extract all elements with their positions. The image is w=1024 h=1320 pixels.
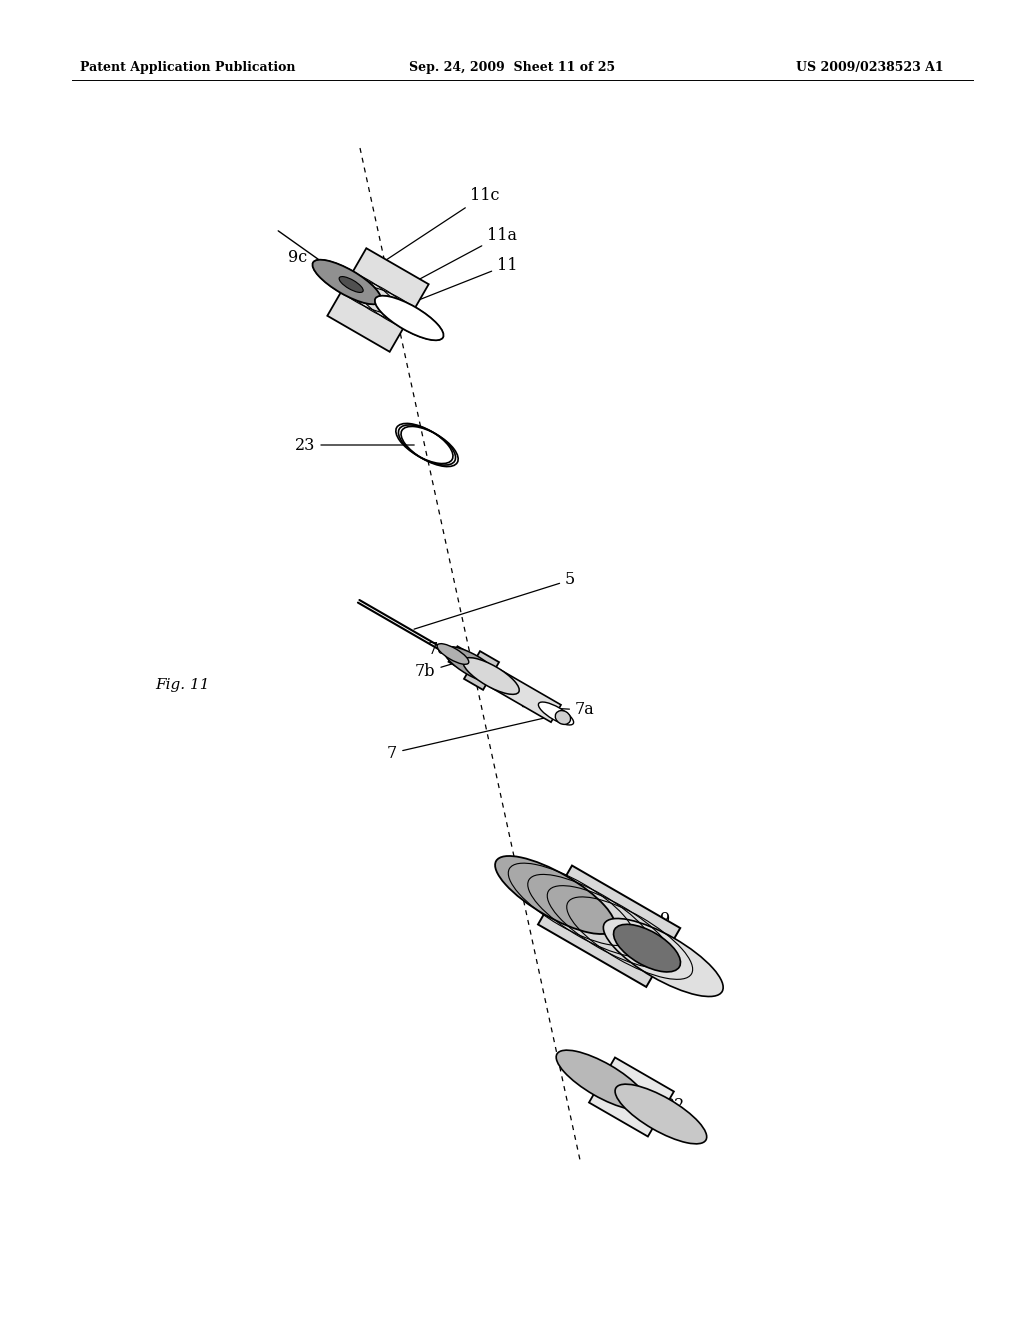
Ellipse shape [339, 277, 364, 293]
Text: 7b: 7b [415, 657, 474, 681]
Text: 7c: 7c [428, 642, 454, 659]
Ellipse shape [495, 855, 615, 935]
Ellipse shape [555, 710, 570, 725]
Ellipse shape [539, 702, 573, 725]
Ellipse shape [437, 644, 469, 664]
Ellipse shape [556, 1051, 648, 1110]
Text: Sep. 24, 2009  Sheet 11 of 25: Sep. 24, 2009 Sheet 11 of 25 [409, 62, 615, 74]
Text: 9c: 9c [288, 248, 355, 290]
Polygon shape [464, 651, 499, 690]
Polygon shape [328, 248, 429, 351]
Text: Fig. 11: Fig. 11 [155, 678, 210, 692]
Text: 7a: 7a [522, 701, 595, 718]
Ellipse shape [603, 919, 723, 997]
Text: 11a: 11a [379, 227, 517, 301]
Ellipse shape [615, 1084, 707, 1144]
Text: US 2009/0238523 A1: US 2009/0238523 A1 [797, 62, 944, 74]
Text: 11: 11 [409, 256, 517, 304]
Polygon shape [538, 866, 680, 987]
Ellipse shape [478, 667, 513, 690]
Text: 7: 7 [387, 714, 563, 762]
Ellipse shape [312, 260, 381, 305]
Ellipse shape [443, 647, 500, 684]
Polygon shape [490, 669, 561, 722]
Text: 23: 23 [295, 437, 415, 454]
Polygon shape [589, 1057, 674, 1137]
Text: 22: 22 [632, 1097, 685, 1127]
Text: 11c: 11c [368, 186, 500, 272]
Polygon shape [449, 647, 475, 672]
Text: 9: 9 [615, 912, 671, 968]
Text: Patent Application Publication: Patent Application Publication [80, 62, 296, 74]
Ellipse shape [463, 657, 519, 694]
Ellipse shape [613, 924, 681, 972]
Text: 5: 5 [414, 572, 575, 630]
Ellipse shape [375, 296, 443, 341]
